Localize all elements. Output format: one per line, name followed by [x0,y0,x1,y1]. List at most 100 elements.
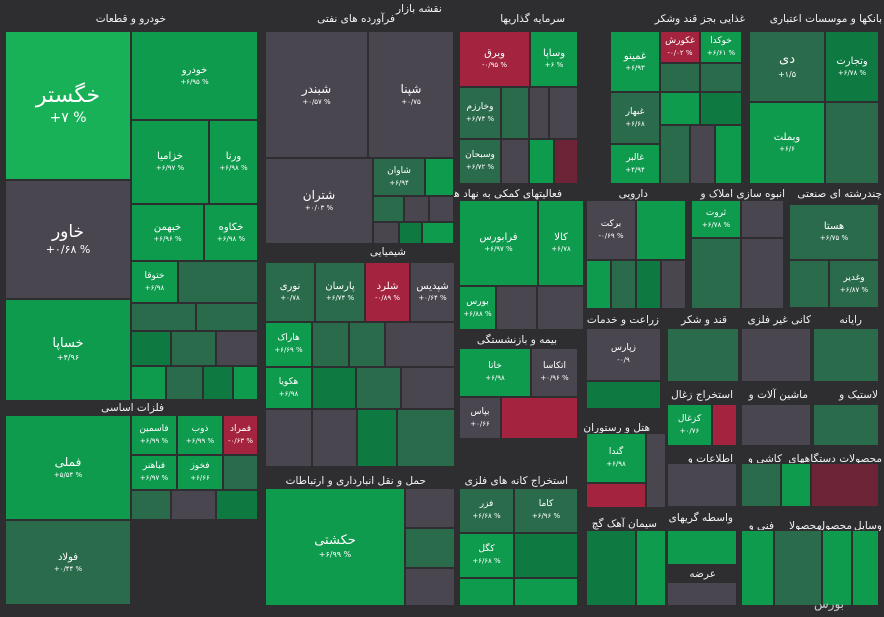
stock-tile[interactable]: وساپا +۶ % [530,31,578,87]
stock-tile[interactable] [405,568,455,606]
stock-tile[interactable] [131,366,166,400]
stock-tile[interactable]: غبهار +۶/۶۸ [610,92,660,144]
stock-tile[interactable] [660,92,700,125]
stock-tile[interactable]: خکاوه +۶/۹۸ % [204,204,258,261]
stock-tile[interactable]: شپدیس +۰/۶۴ % [410,262,455,322]
stock-tile[interactable]: فخوز +۶/۶۶ [177,455,223,490]
stock-tile[interactable] [233,366,258,400]
stock-tile[interactable] [496,286,537,330]
stock-tile[interactable] [691,238,741,309]
stock-tile[interactable]: خساپا +۴/۹۶ [5,299,131,401]
stock-tile[interactable]: خزامیا +۶/۹۷ % [131,120,209,204]
stock-tile[interactable]: غالبر +۴/۹۴ [610,144,660,184]
stock-tile[interactable]: هستا +۶/۷۵ % [789,204,879,260]
stock-tile[interactable] [166,366,203,400]
stock-tile[interactable] [356,367,401,409]
stock-tile[interactable]: ورنا +۶/۹۸ % [209,120,258,204]
stock-tile[interactable] [405,488,455,528]
stock-tile[interactable]: خگستر +۷ % [5,31,131,180]
stock-tile[interactable]: غمینو +۶/۹۳ [610,31,660,92]
stock-tile[interactable]: خوکدا +۶/۶۱ % [700,31,742,63]
stock-tile[interactable]: وبملت +۶/۶ [749,102,825,184]
stock-tile[interactable]: خبهمن +۶/۹۶ % [131,204,204,261]
stock-tile[interactable]: برکت -۰/۶۹ % [586,200,636,260]
stock-tile[interactable]: فمراد -۰/۶۳ % [223,415,258,455]
stock-tile[interactable]: کزغال +۰/۷۶ [667,404,712,446]
stock-tile[interactable] [660,63,700,92]
stock-tile[interactable]: خودرو +۶/۹۵ % [131,31,258,120]
stock-tile[interactable]: شپنا +۰/۷۵ [368,31,454,158]
stock-tile[interactable]: وغدیر +۶/۸۷ % [829,260,879,308]
stock-tile[interactable] [660,125,690,184]
stock-tile[interactable] [312,322,349,367]
stock-tile[interactable] [715,125,742,184]
stock-tile[interactable]: ذوب +۶/۹۹ % [177,415,223,455]
stock-tile[interactable] [501,397,578,439]
stock-tile[interactable]: کالا +۶/۷۸ [538,200,584,286]
stock-tile[interactable]: هکویا +۶/۹۸ [265,367,312,409]
stock-tile[interactable] [636,200,686,260]
stock-tile[interactable] [825,102,879,184]
stock-tile[interactable] [789,260,829,308]
stock-tile[interactable] [223,455,258,490]
stock-tile[interactable] [537,286,584,330]
stock-tile[interactable] [741,404,811,446]
stock-tile[interactable]: خاتا +۶/۹۸ [459,348,531,397]
stock-tile[interactable] [404,196,429,222]
stock-tile[interactable]: شاوان +۶/۹۴ [373,158,425,196]
stock-tile[interactable] [459,578,514,606]
stock-tile[interactable] [646,433,666,508]
stock-tile[interactable]: فباهنر +۶/۹۷ % [131,455,177,490]
stock-tile[interactable]: شتران +۰/۰۳ % [265,158,373,244]
stock-tile[interactable] [397,409,455,467]
stock-tile[interactable] [549,87,578,139]
stock-tile[interactable] [422,222,454,244]
stock-tile[interactable]: فرابورس +۶/۹۷ % [459,200,538,286]
stock-tile[interactable]: وخارزم +۶/۷۴ % [459,87,501,139]
stock-tile[interactable]: حکشتی +۶/۹۹ % [265,488,405,606]
stock-tile[interactable] [554,139,578,184]
stock-tile[interactable] [811,463,879,507]
stock-tile[interactable]: ختوقا +۶/۹۸ [131,261,178,303]
stock-tile[interactable]: کاما +۶/۹۶ % [514,488,578,533]
stock-tile[interactable] [196,303,258,331]
stock-tile[interactable]: کگل +۶/۶۸ % [459,533,514,578]
stock-tile[interactable] [131,490,171,520]
stock-tile[interactable] [429,196,454,222]
stock-tile[interactable] [171,331,216,366]
stock-tile[interactable]: پارسان +۶/۷۴ % [315,262,365,322]
stock-tile[interactable]: نوری +۰/۷۸ [265,262,315,322]
stock-tile[interactable]: شلرد -۰/۸۹ % [365,262,410,322]
stock-tile[interactable] [312,409,357,467]
stock-tile[interactable] [349,322,385,367]
stock-tile[interactable]: خاور +۰/۶۸ % [5,180,131,299]
stock-tile[interactable]: دی +۱/۵ [749,31,825,102]
stock-tile[interactable] [216,490,258,520]
stock-tile[interactable] [265,409,312,467]
stock-tile[interactable] [312,367,356,409]
stock-tile[interactable] [203,366,233,400]
stock-tile[interactable] [171,490,216,520]
stock-tile[interactable] [529,87,549,139]
stock-tile[interactable]: شبندر +۰/۵۷ % [265,31,368,158]
stock-tile[interactable]: ثروت +۶/۷۸ % [691,200,741,238]
stock-tile[interactable] [405,528,455,568]
stock-tile[interactable] [741,463,781,507]
stock-tile[interactable] [741,200,784,238]
stock-tile[interactable] [813,404,879,446]
stock-tile[interactable] [822,530,852,606]
stock-tile[interactable] [774,530,822,606]
stock-tile[interactable] [741,328,811,382]
stock-tile[interactable]: فولاد +۰/۴۴ % [5,520,131,605]
stock-tile[interactable] [514,533,578,578]
stock-tile[interactable] [131,331,171,366]
stock-tile[interactable] [586,381,661,409]
stock-tile[interactable] [636,260,661,309]
stock-tile[interactable] [385,322,455,367]
stock-tile[interactable]: وسبحان +۶/۷۲ % [459,139,501,184]
stock-tile[interactable] [781,463,811,507]
stock-tile[interactable] [611,260,636,309]
stock-tile[interactable] [690,125,715,184]
stock-tile[interactable]: فزر +۶/۶۸ % [459,488,514,533]
stock-tile[interactable] [586,483,646,508]
